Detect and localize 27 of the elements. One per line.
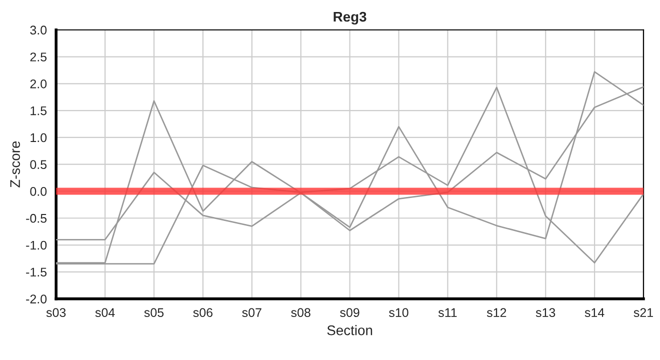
- y-axis-title: Z-score: [10, 141, 20, 188]
- y-tick-label: 0.5: [30, 160, 47, 169]
- y-tick-label: 1.5: [30, 106, 47, 116]
- y-tick-label: -2.0: [26, 294, 47, 304]
- y-tick-label: -1.5: [26, 268, 47, 277]
- x-tick-label: s10: [389, 308, 408, 318]
- y-tick-label: 1.0: [30, 133, 47, 142]
- x-tick-label: s07: [242, 308, 262, 318]
- y-tick-label: -0.5: [26, 214, 47, 223]
- y-tick-label: 3.0: [30, 26, 47, 35]
- x-tick-label: s14: [584, 308, 604, 318]
- x-tick-label: s05: [144, 308, 164, 318]
- x-tick-label: s11: [438, 308, 457, 318]
- y-tick-label: 0.0: [30, 187, 47, 196]
- x-tick-label: s04: [95, 308, 115, 318]
- y-tick-label: -1.0: [26, 240, 47, 250]
- y-tick-label: 2.0: [30, 79, 47, 88]
- x-tick-label: s09: [340, 308, 360, 318]
- x-tick-label: s12: [486, 308, 506, 318]
- x-axis-title: Section: [327, 325, 372, 336]
- chart-title: Reg3: [334, 12, 366, 24]
- x-tick-label: s06: [193, 308, 212, 318]
- x-tick-label: s13: [536, 308, 556, 318]
- x-tick-label: s08: [291, 308, 310, 318]
- x-tick-label: s21: [634, 308, 653, 318]
- y-tick-label: 2.5: [30, 52, 47, 62]
- x-tick-label: s03: [46, 308, 66, 318]
